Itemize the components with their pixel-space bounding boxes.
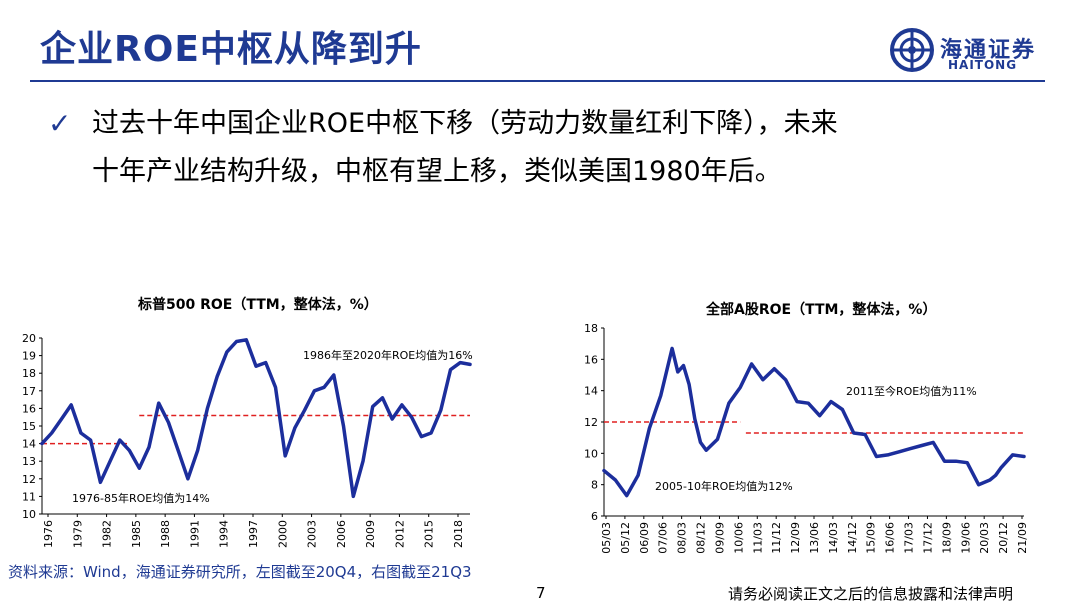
a-share-x-tick-label: 05/03 [600, 522, 613, 554]
sp500-y-tick-label: 17 [22, 385, 36, 398]
a-share-roe-chart: 6 8 10 12 14 16 18 05/03 05/12 06/09 07/06 08/03 08/… [584, 322, 1029, 554]
title-divider [30, 80, 1045, 82]
sp500-y-tick-label: 10 [22, 508, 36, 521]
checkmark-icon: ✓ [48, 107, 72, 140]
a-share-y-tick-label: 16 [584, 353, 598, 366]
a-share-y-tick-label: 8 [591, 479, 598, 492]
sp500-x-tick-label: 1979 [71, 520, 84, 548]
logo-english-name: HAITONG [948, 58, 1018, 72]
sp500-x-tick-label: 2015 [423, 520, 436, 548]
sp500-chart-title: 标普500 ROE（TTM，整体法，%） [138, 297, 378, 313]
sp500-x-tick-label: 2000 [276, 520, 289, 548]
sp500-y-tick-label: 11 [22, 490, 36, 503]
bullet-line-1: 过去十年中国企业ROE中枢下移（劳动力数量红利下降），未来 [92, 108, 838, 139]
sp500-series-line [40, 338, 472, 499]
a-share-x-tick-label: 12/09 [789, 522, 802, 554]
sp500-x-tick-label: 2003 [306, 520, 319, 548]
sp500-y-tick-label: 13 [22, 455, 36, 468]
source-note: 资料来源：Wind，海通证券研究所，左图截至20Q4，右图截至21Q3 [8, 563, 472, 581]
disclaimer-note: 请务必阅读正文之后的信息披露和法律声明 [728, 585, 1014, 603]
a-share-x-tick-label: 08/12 [695, 522, 708, 554]
sp500-x-tick-label: 1994 [218, 520, 231, 548]
logo-chinese-name: 海通证券 [940, 37, 1037, 63]
a-share-x-tick-label: 19/06 [959, 522, 972, 554]
a-share-x-tick-label: 20/12 [997, 522, 1010, 554]
sp500-x-tick-label: 1976 [42, 520, 55, 548]
page-number: 7 [536, 584, 546, 602]
sp500-x-tick-label: 2012 [393, 520, 406, 548]
a-share-x-tick-label: 14/03 [827, 522, 840, 554]
a-share-x-tick-label: 17/12 [921, 522, 934, 554]
bullet-line-2: 十年产业结构升级，中枢有望上移，类似美国1980年后。 [92, 156, 782, 187]
a-share-y-tick-label: 10 [584, 447, 598, 460]
a-share-x-tick-label: 11/12 [770, 522, 783, 554]
a-share-mean-label: 2005-10年ROE均值为12% [655, 479, 793, 493]
sp500-roe-chart: 10 11 12 13 14 15 16 17 18 19 20 1976 1979 1982 1985 19… [22, 332, 473, 548]
a-share-x-tick-label: 05/12 [619, 522, 632, 554]
a-share-y-tick-label: 6 [591, 510, 598, 523]
sp500-y-tick-label: 15 [22, 420, 36, 433]
haitong-emblem-icon [890, 28, 934, 72]
a-share-mean-label: 2011至今ROE均值为11% [846, 384, 977, 398]
sp500-y-tick-label: 18 [22, 367, 36, 380]
a-share-x-tick-label: 17/03 [903, 522, 916, 554]
sp500-x-tick-label: 2009 [364, 520, 377, 548]
a-share-y-tick-label: 14 [584, 385, 598, 398]
sp500-x-tick-label: 2018 [452, 520, 465, 548]
a-share-x-tick-label: 11/03 [751, 522, 764, 554]
sp500-x-tick-label: 1982 [101, 520, 114, 548]
a-share-y-tick-label: 12 [584, 416, 598, 429]
a-share-chart-title: 全部A股ROE（TTM，整体法，%） [706, 302, 937, 318]
sp500-y-tick-label: 14 [22, 438, 36, 451]
a-share-x-tick-label: 15/09 [865, 522, 878, 554]
sp500-x-tick-label: 1991 [188, 520, 201, 548]
sp500-y-tick-label: 20 [22, 332, 36, 345]
a-share-x-tick-label: 08/03 [676, 522, 689, 554]
a-share-x-tick-label: 16/06 [884, 522, 897, 554]
a-share-x-tick-label: 09/09 [713, 522, 726, 554]
a-share-x-tick-label: 20/03 [978, 522, 991, 554]
a-share-x-tick-label: 13/06 [808, 522, 821, 554]
a-share-x-tick-label: 07/06 [657, 522, 670, 554]
sp500-x-tick-label: 1997 [247, 520, 260, 548]
sp500-mean-label: 1976-85年ROE均值为14% [72, 491, 210, 505]
sp500-y-tick-label: 12 [22, 473, 36, 486]
a-share-x-tick-label: 18/09 [940, 522, 953, 554]
sp500-mean-label: 1986年至2020年ROE均值为16% [303, 348, 473, 362]
sp500-y-tick-label: 16 [22, 402, 36, 415]
haitong-logo: 海通证券 HAITONG [888, 26, 1058, 74]
a-share-x-tick-label: 21/09 [1016, 522, 1029, 554]
sp500-x-tick-label: 2006 [335, 520, 348, 548]
a-share-x-tick-label: 10/06 [732, 522, 745, 554]
a-share-series-line [602, 346, 1026, 498]
sp500-x-tick-label: 1988 [159, 520, 172, 548]
a-share-x-tick-label: 06/09 [638, 522, 651, 554]
a-share-x-tick-label: 14/12 [846, 522, 859, 554]
slide-title: 企业ROE中枢从降到升 [40, 29, 422, 70]
sp500-x-tick-label: 1985 [130, 520, 143, 548]
sp500-y-tick-label: 19 [22, 350, 36, 363]
a-share-y-tick-label: 18 [584, 322, 598, 335]
